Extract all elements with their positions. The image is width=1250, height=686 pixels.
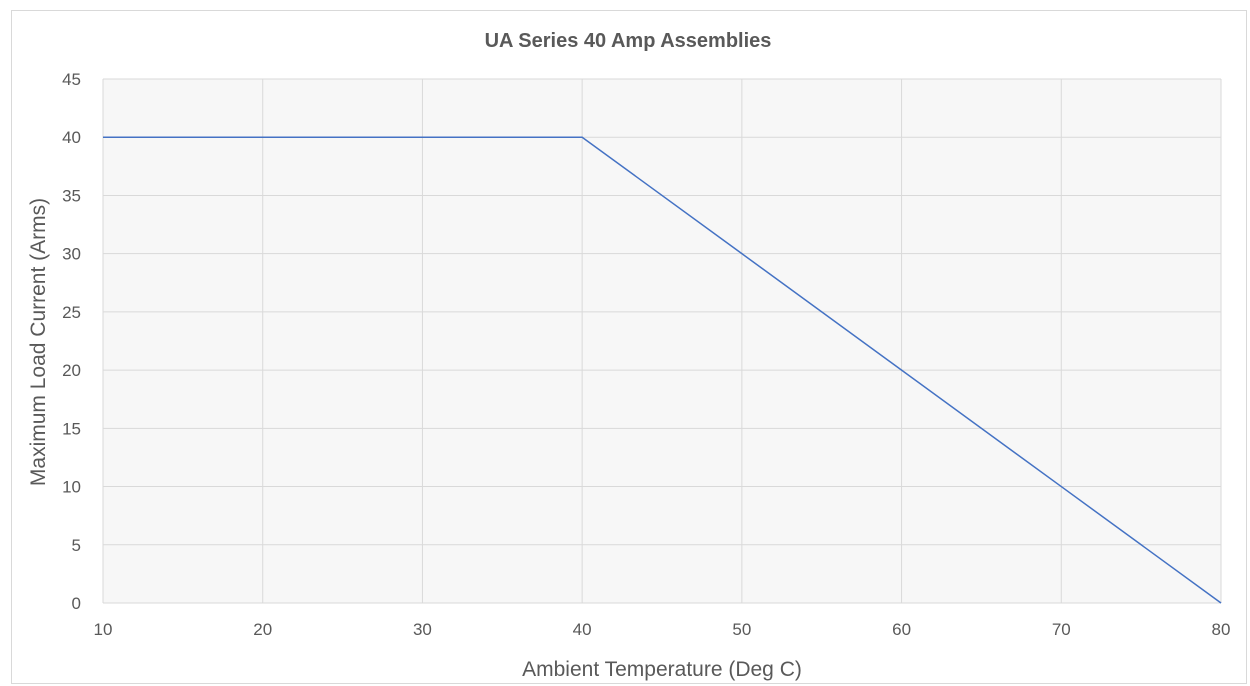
plot-area xyxy=(103,79,1221,603)
x-gridlines xyxy=(102,79,1222,603)
x-tick-label: 10 xyxy=(94,620,113,639)
y-tick-label: 20 xyxy=(62,361,81,380)
chart-title: UA Series 40 Amp Assemblies xyxy=(485,30,772,52)
x-tick-label: 20 xyxy=(253,620,272,639)
y-tick-label: 15 xyxy=(62,419,81,438)
x-axis-label: Ambient Temperature (Deg C) xyxy=(522,658,802,681)
y-tick-label: 25 xyxy=(62,303,81,322)
x-tick-label: 80 xyxy=(1212,620,1231,639)
y-tick-label: 30 xyxy=(62,245,81,264)
x-tick-label: 60 xyxy=(892,620,911,639)
y-tick-label: 10 xyxy=(62,478,81,497)
x-tick-label: 70 xyxy=(1052,620,1071,639)
x-tick-label: 30 xyxy=(413,620,432,639)
y-tick-label: 40 xyxy=(62,128,81,147)
y-tick-labels: 0 5 10 15 20 25 30 35 40 45 xyxy=(62,70,81,613)
y-tick-label: 35 xyxy=(62,186,81,205)
series-layer xyxy=(103,136,1222,604)
y-gridlines xyxy=(103,78,1221,604)
y-tick-label: 0 xyxy=(72,594,81,613)
y-tick-label: 5 xyxy=(72,536,81,555)
y-tick-label: 45 xyxy=(62,70,81,89)
series-line xyxy=(103,136,1222,604)
y-axis-label: Maximum Load Current (Arms) xyxy=(27,198,50,486)
x-tick-label: 50 xyxy=(732,620,751,639)
x-tick-label: 40 xyxy=(573,620,592,639)
x-tick-labels: 10 20 30 40 50 60 70 80 xyxy=(94,620,1231,639)
